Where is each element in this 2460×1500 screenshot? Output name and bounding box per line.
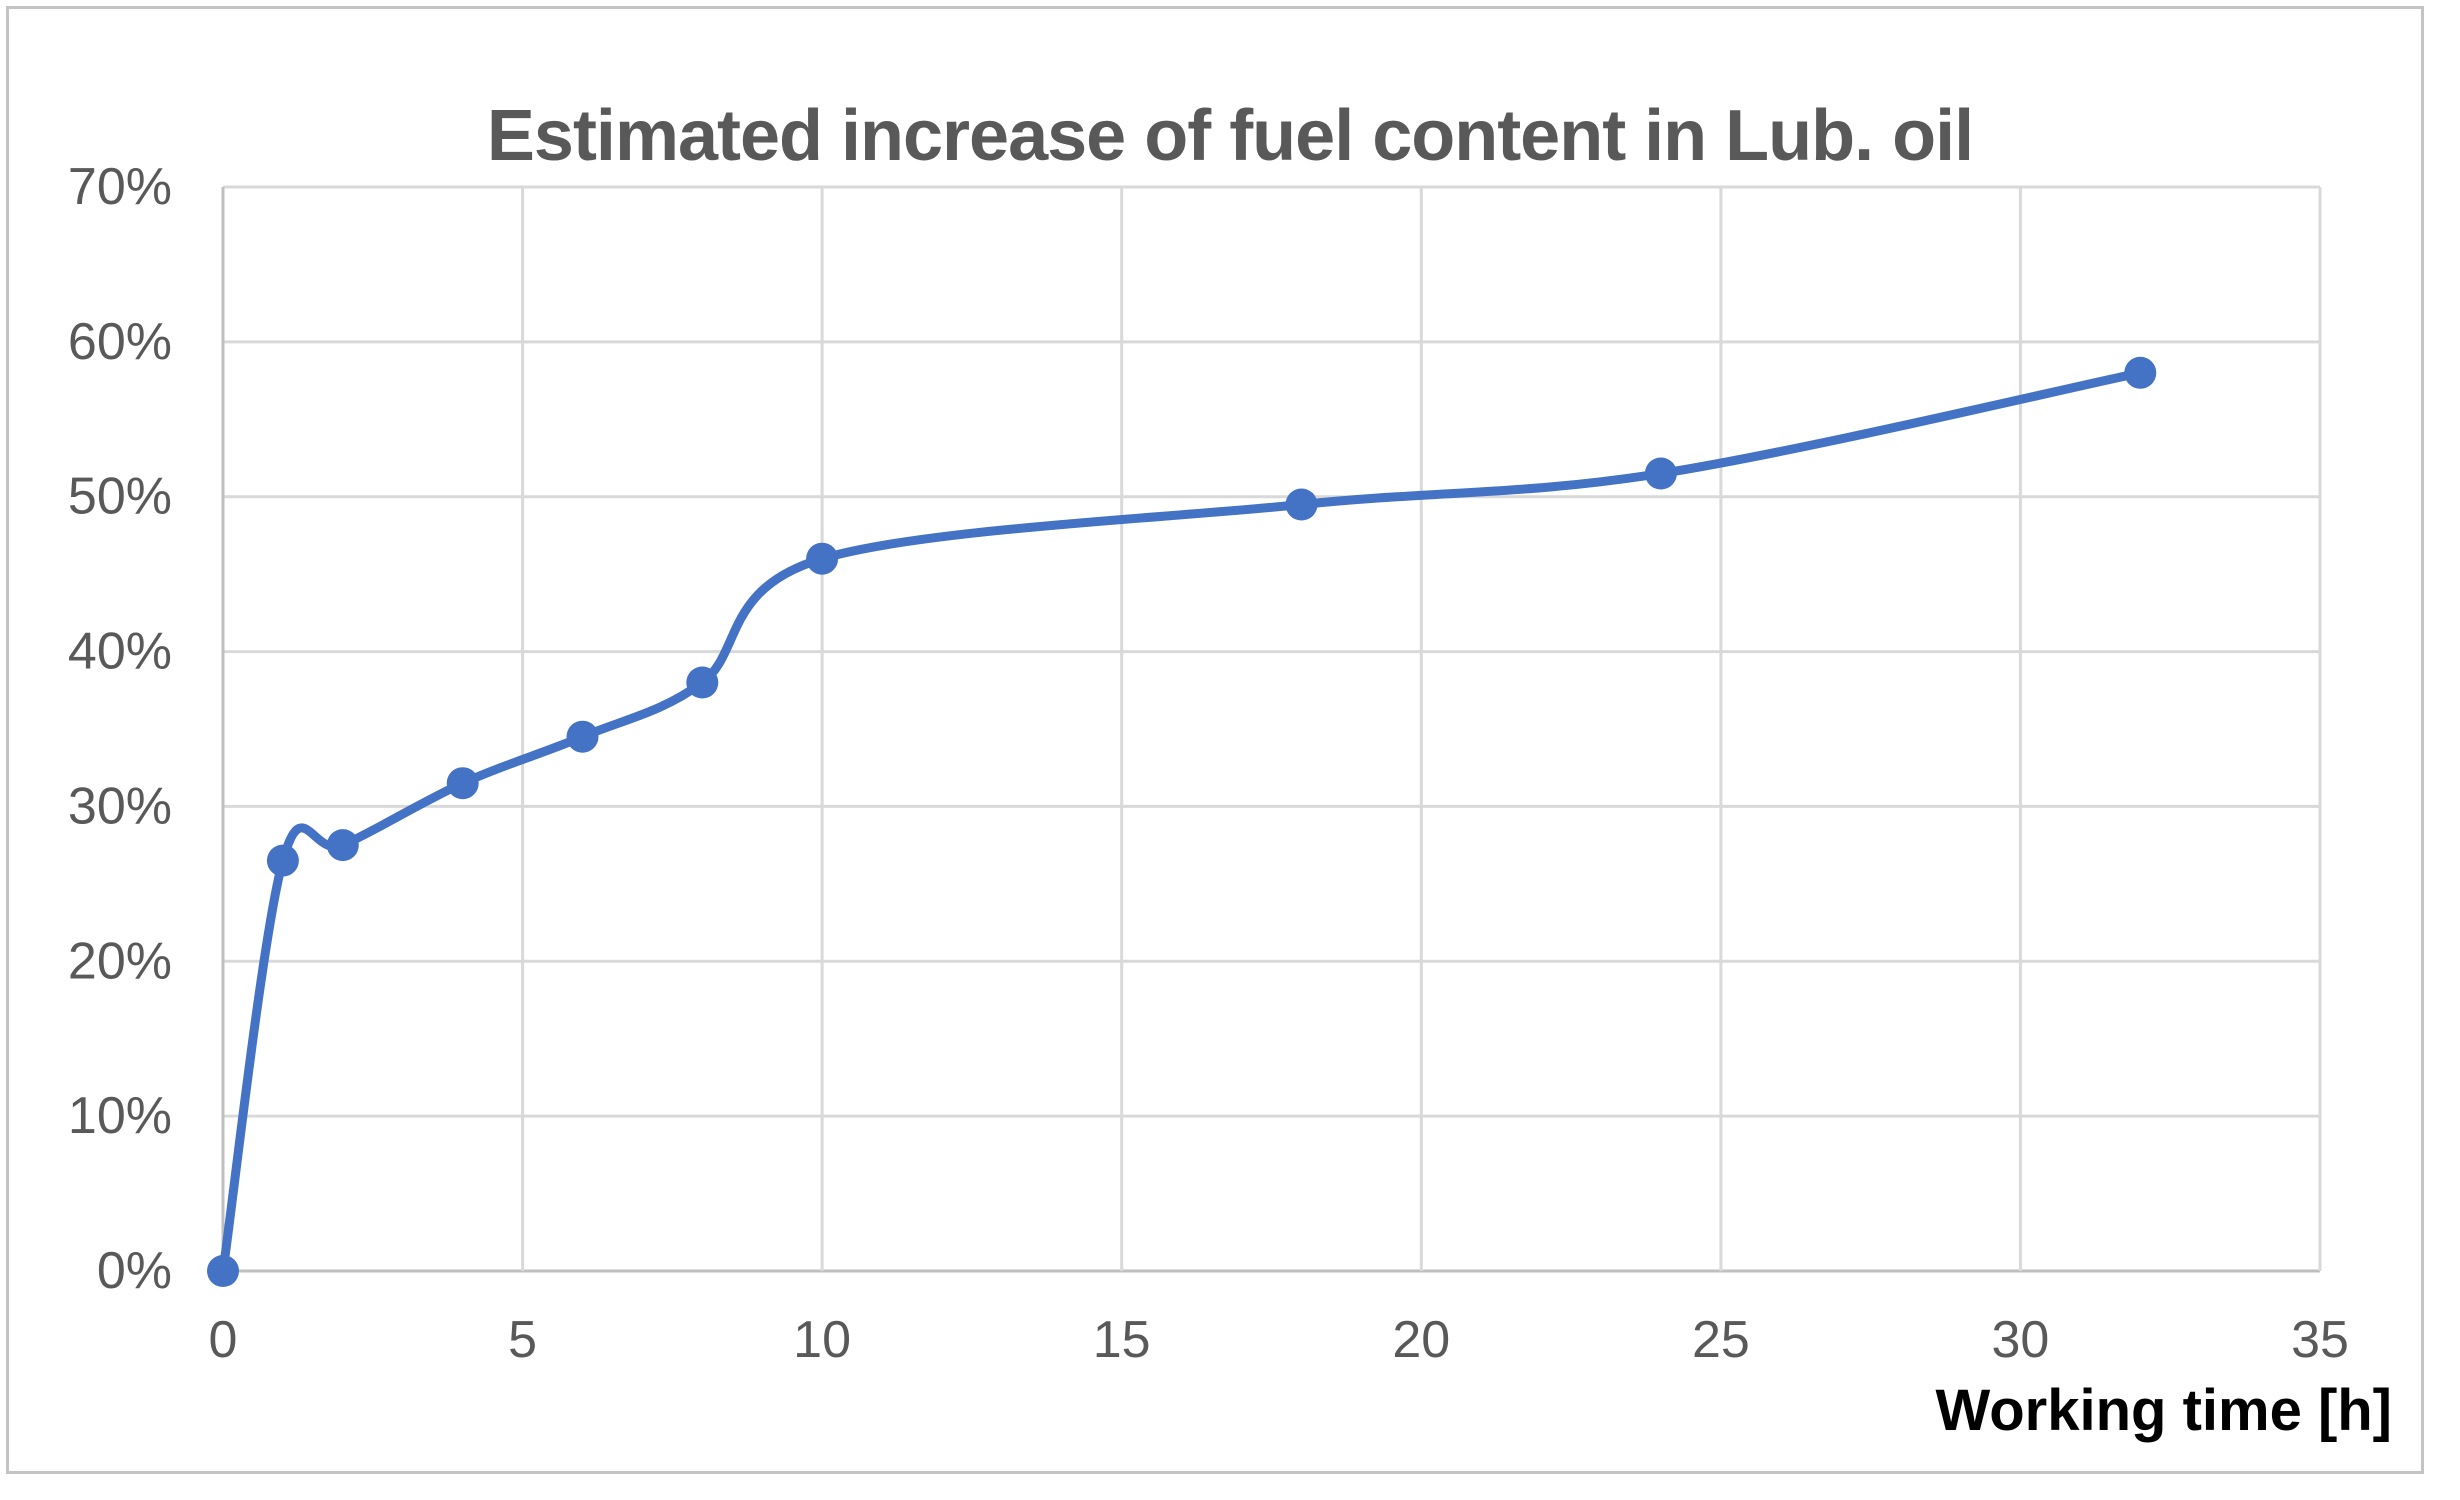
x-tick-label: 25 (1692, 1311, 1750, 1369)
x-tick-label: 30 (1991, 1311, 2049, 1369)
x-tick-label: 20 (1392, 1311, 1450, 1369)
x-tick-label: 15 (1093, 1311, 1151, 1369)
series-line (218, 368, 2145, 1276)
y-tick-label: 40% (68, 623, 172, 681)
data-point-marker (806, 542, 839, 575)
y-tick-label: 20% (68, 932, 172, 990)
y-tick-label: 50% (68, 468, 172, 526)
data-point-marker (1285, 488, 1318, 521)
data-point-marker (446, 767, 479, 800)
y-tick-label: 0% (97, 1242, 172, 1300)
data-point-marker (326, 829, 359, 862)
x-tick-label: 10 (793, 1311, 851, 1369)
y-tick-label: 30% (68, 777, 172, 835)
y-tick-label: 10% (68, 1087, 172, 1145)
x-tick-label: 5 (508, 1311, 537, 1369)
x-axis-title: Working time [h] (1935, 1378, 2392, 1443)
y-tick-label: 60% (68, 313, 172, 371)
x-tick-label: 35 (2291, 1311, 2349, 1369)
chart-title: Estimated increase of fuel content in Lu… (486, 96, 1974, 176)
y-tick-label: 70% (68, 158, 172, 216)
data-point-marker (266, 844, 299, 877)
data-point-marker (207, 1255, 239, 1287)
x-tick-label: 0 (209, 1311, 238, 1369)
data-point-marker (2124, 356, 2157, 389)
data-point-marker (1644, 457, 1677, 490)
data-point-marker (566, 720, 599, 753)
data-point-marker (686, 666, 719, 699)
